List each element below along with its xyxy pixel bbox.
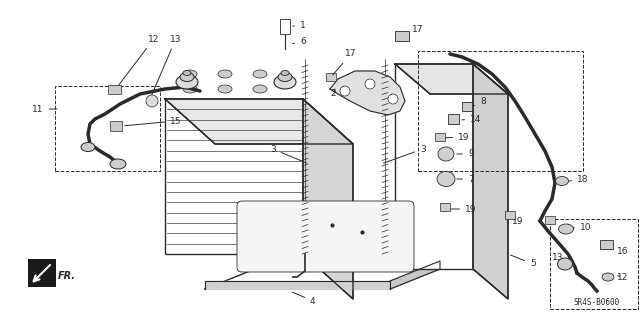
Bar <box>108 85 121 94</box>
Bar <box>550 219 638 309</box>
Text: 11: 11 <box>32 105 57 114</box>
Text: 17: 17 <box>333 49 356 75</box>
Polygon shape <box>303 99 353 299</box>
Bar <box>165 99 303 254</box>
Text: 15: 15 <box>125 116 182 126</box>
Text: 8: 8 <box>474 97 486 106</box>
Ellipse shape <box>218 70 232 78</box>
Bar <box>110 121 122 131</box>
Ellipse shape <box>278 72 292 81</box>
Text: FR.: FR. <box>58 271 76 281</box>
Ellipse shape <box>183 70 191 76</box>
Text: 14: 14 <box>462 115 481 123</box>
Bar <box>395 64 473 269</box>
FancyBboxPatch shape <box>237 201 414 272</box>
Circle shape <box>388 94 398 104</box>
Text: 13: 13 <box>552 253 569 262</box>
Bar <box>440 203 450 211</box>
Polygon shape <box>205 269 440 289</box>
Polygon shape <box>395 64 508 94</box>
Text: 19: 19 <box>449 204 477 213</box>
Polygon shape <box>390 261 440 289</box>
Bar <box>280 19 290 34</box>
Text: 10: 10 <box>572 222 591 232</box>
Text: 6: 6 <box>292 38 306 47</box>
Polygon shape <box>330 71 405 115</box>
Text: 1: 1 <box>292 21 306 31</box>
Text: 3: 3 <box>383 145 426 163</box>
Bar <box>505 211 515 219</box>
Text: 13: 13 <box>151 34 182 96</box>
Text: 18: 18 <box>569 174 589 183</box>
Polygon shape <box>473 64 508 299</box>
Text: 12: 12 <box>617 272 628 281</box>
Bar <box>448 114 459 124</box>
Text: 3: 3 <box>270 145 307 163</box>
Ellipse shape <box>602 273 614 281</box>
Ellipse shape <box>81 143 95 152</box>
Polygon shape <box>205 281 390 289</box>
Ellipse shape <box>218 85 232 93</box>
Ellipse shape <box>556 176 568 186</box>
Text: SR4S-B0600: SR4S-B0600 <box>573 298 620 307</box>
Ellipse shape <box>183 70 197 78</box>
Ellipse shape <box>253 85 267 93</box>
Text: 2: 2 <box>330 89 335 99</box>
Ellipse shape <box>176 75 198 89</box>
Text: 16: 16 <box>611 247 628 256</box>
Bar <box>435 133 445 141</box>
Bar <box>55 86 160 171</box>
Ellipse shape <box>274 75 296 89</box>
Ellipse shape <box>557 258 573 270</box>
Circle shape <box>340 86 350 96</box>
Bar <box>418 51 583 171</box>
Text: 12: 12 <box>116 34 159 88</box>
Ellipse shape <box>183 85 197 93</box>
Polygon shape <box>165 99 353 144</box>
Text: 7: 7 <box>457 174 474 183</box>
Ellipse shape <box>110 159 126 169</box>
Text: 5: 5 <box>511 255 536 269</box>
Bar <box>545 216 555 224</box>
Text: 19: 19 <box>512 217 524 226</box>
Circle shape <box>365 79 375 89</box>
Bar <box>326 73 336 81</box>
Bar <box>28 259 56 287</box>
Ellipse shape <box>438 147 454 161</box>
Ellipse shape <box>559 224 573 234</box>
Text: 17: 17 <box>401 25 424 36</box>
Ellipse shape <box>253 70 267 78</box>
Ellipse shape <box>437 172 455 187</box>
Ellipse shape <box>180 72 194 81</box>
Ellipse shape <box>146 95 158 107</box>
Ellipse shape <box>281 70 289 76</box>
Bar <box>600 240 613 249</box>
Bar <box>462 102 472 111</box>
Text: 9: 9 <box>457 150 474 159</box>
Bar <box>395 31 409 41</box>
Text: 19: 19 <box>444 132 470 142</box>
Text: 4: 4 <box>292 292 316 306</box>
